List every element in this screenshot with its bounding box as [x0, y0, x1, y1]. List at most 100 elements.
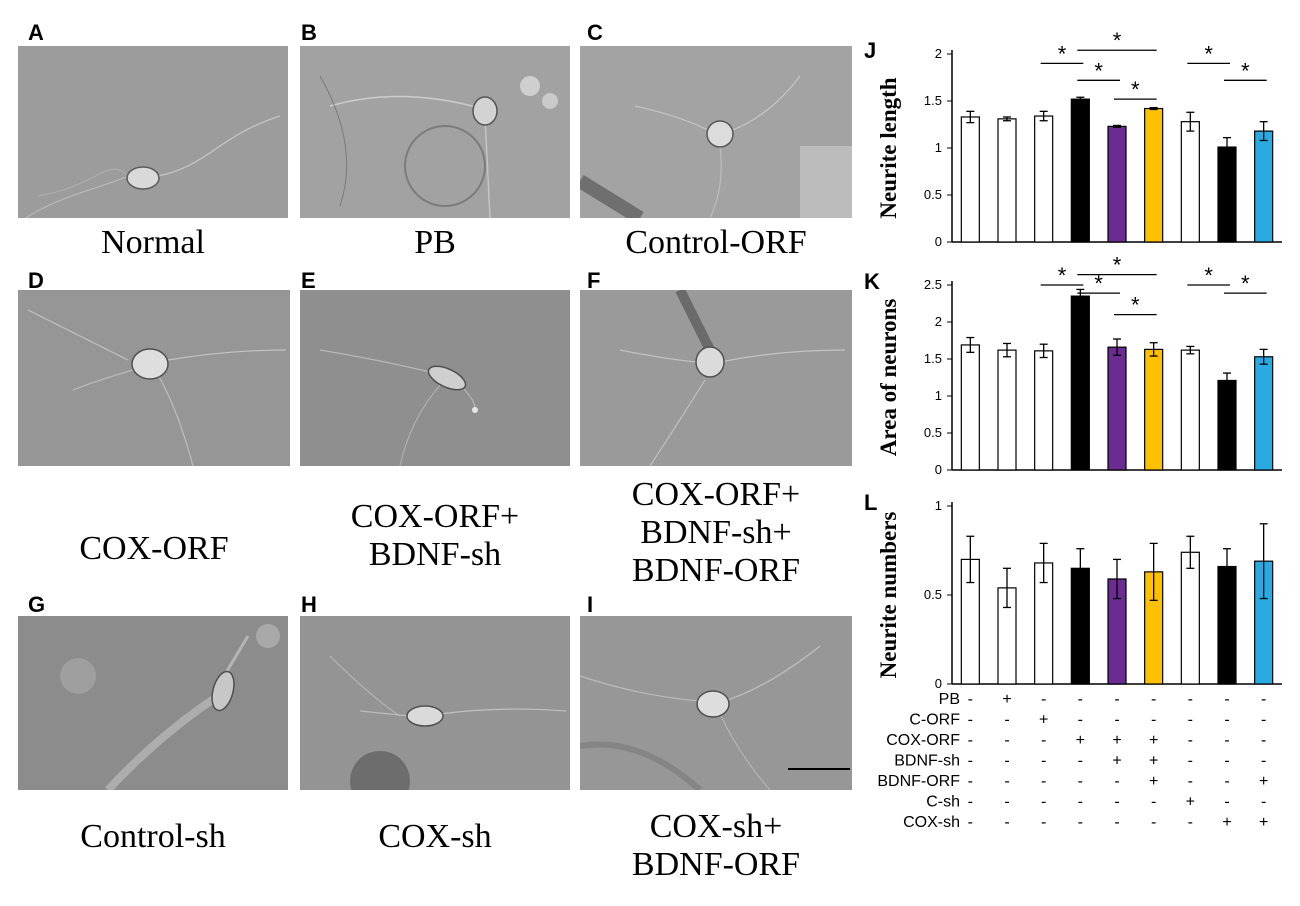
treatment-mark-0-3: -: [1078, 691, 1083, 708]
micrograph-d: [18, 290, 290, 466]
chart-j-bar-2: [1034, 115, 1054, 243]
chart-j-sig-star-4: *: [1204, 41, 1213, 66]
treatment-mark-0-4: -: [1114, 691, 1119, 708]
chart-k-bar-4: [1107, 346, 1127, 471]
treatment-mark-0-7: -: [1224, 691, 1229, 708]
chart-j-ytick-label-2: 1: [935, 140, 942, 155]
treatment-mark-4-4: -: [1114, 773, 1119, 790]
chart-l-panel-letter: L: [864, 490, 877, 515]
caption-e: COX-ORF+ BDNF-sh: [350, 498, 520, 573]
chart-k-panel-letter: K: [864, 269, 880, 294]
treatment-mark-5-0: -: [968, 794, 973, 811]
treatment-mark-4-1: -: [1004, 773, 1009, 790]
chart-k-bar-6: [1180, 349, 1200, 471]
chart-k-bar-7: [1217, 379, 1237, 471]
chart-j-bar-5: [1144, 107, 1164, 243]
treatment-mark-5-6: +: [1186, 794, 1195, 811]
treatment-mark-5-4: -: [1114, 794, 1119, 811]
chart-k-sig-star-5: *: [1241, 271, 1250, 296]
treatment-mark-2-1: -: [1004, 732, 1009, 749]
treatment-mark-2-2: -: [1041, 732, 1046, 749]
micrograph-e: [300, 290, 570, 466]
treatment-mark-6-1: -: [1004, 814, 1009, 831]
treatment-mark-1-2: +: [1039, 712, 1048, 729]
panel-letter-b: B: [301, 20, 317, 45]
treatment-mark-2-8: -: [1261, 732, 1266, 749]
treatment-mark-2-6: -: [1188, 732, 1193, 749]
treatment-mark-4-3: -: [1078, 773, 1083, 790]
chart-k-bar-8: [1254, 356, 1274, 471]
caption-h: COX-sh: [378, 818, 492, 855]
chart-j-ylabel: Neurite length: [876, 77, 901, 218]
treatment-mark-6-4: -: [1114, 814, 1119, 831]
treatment-mark-3-0: -: [968, 753, 973, 770]
treatment-mark-5-7: -: [1224, 794, 1229, 811]
chart-k-sig-star-3: *: [1131, 293, 1140, 318]
treatment-mark-4-0: -: [968, 773, 973, 790]
panel-letter-a: A: [28, 20, 44, 45]
treatment-mark-5-1: -: [1004, 794, 1009, 811]
treatment-mark-4-5: +: [1149, 773, 1158, 790]
treatment-mark-6-7: +: [1222, 814, 1231, 831]
treatment-mark-3-6: -: [1188, 753, 1193, 770]
treatment-mark-4-2: -: [1041, 773, 1046, 790]
treatment-mark-3-7: -: [1224, 753, 1229, 770]
chart-k-bar-2: [1034, 350, 1054, 471]
chart-j-sig-star-5: *: [1241, 58, 1250, 83]
chart-j-bar-6: [1180, 121, 1200, 243]
treatment-mark-2-4: +: [1112, 732, 1121, 749]
treatment-mark-0-0: -: [968, 691, 973, 708]
chart-j-bar-0: [960, 116, 980, 243]
chart-j-ytick-label-1: 0.5: [924, 187, 942, 202]
micrograph-h: [300, 616, 570, 790]
chart-j-ytick-label-0: 0: [935, 234, 942, 249]
treatment-mark-1-0: -: [968, 712, 973, 729]
scale-bar: [788, 768, 850, 770]
chart-k-bar-5: [1144, 348, 1164, 471]
treatment-row-label-6: COX-sh: [903, 814, 960, 831]
chart-j-sig-star-0: *: [1058, 41, 1067, 66]
treatment-mark-3-1: -: [1004, 753, 1009, 770]
treatment-row-label-5: C-sh: [926, 794, 960, 811]
caption-i: COX-sh+ BDNF-ORF: [631, 808, 801, 883]
caption-f: COX-ORF+ BDNF-sh+ BDNF-ORF: [631, 476, 801, 589]
treatment-mark-0-8: -: [1261, 691, 1266, 708]
chart-j-ytick-label-3: 1.5: [924, 93, 942, 108]
treatment-mark-0-5: -: [1151, 691, 1156, 708]
chart-k-sig-star-4: *: [1204, 263, 1213, 288]
chart-k-sig-star-2: *: [1094, 271, 1103, 296]
treatment-mark-1-5: -: [1151, 712, 1156, 729]
treatment-mark-6-2: -: [1041, 814, 1046, 831]
treatment-mark-3-4: +: [1112, 753, 1121, 770]
treatment-mark-1-4: -: [1114, 712, 1119, 729]
micrograph-f: [580, 290, 852, 466]
treatment-mark-3-8: -: [1261, 753, 1266, 770]
treatment-mark-5-8: -: [1261, 794, 1266, 811]
chart-k-bar-0: [960, 344, 980, 471]
micrograph-b: [300, 46, 570, 218]
chart-l-ytick-label-2: 1: [935, 498, 942, 513]
chart-j-bar-8: [1254, 130, 1274, 243]
chart-k-ylabel: Area of neurons: [876, 299, 901, 457]
treatment-mark-6-3: -: [1078, 814, 1083, 831]
treatment-mark-5-2: -: [1041, 794, 1046, 811]
treatment-row-label-0: PB: [939, 691, 960, 708]
chart-k-ytick-label-4: 2: [935, 314, 942, 329]
caption-b: PB: [414, 224, 456, 261]
chart-k-ytick-label-0: 0: [935, 462, 942, 477]
chart-j-bar-3: [1070, 98, 1090, 243]
chart-j-bar-7: [1217, 146, 1237, 243]
chart-j-bar-1: [997, 118, 1017, 243]
chart-l-ytick-label-0: 0: [935, 676, 942, 691]
treatment-mark-2-7: -: [1224, 732, 1229, 749]
treatment-mark-1-6: -: [1188, 712, 1193, 729]
treatment-row-label-2: COX-ORF: [886, 732, 960, 749]
chart-k-ytick-label-3: 1.5: [924, 351, 942, 366]
chart-k-ytick-label-5: 2.5: [924, 277, 942, 292]
chart-l-ytick-label-1: 0.5: [924, 587, 942, 602]
panel-letter-g: G: [28, 592, 46, 617]
treatment-mark-6-8: +: [1259, 814, 1268, 831]
panel-letter-h: H: [301, 592, 317, 617]
panel-letter-i: I: [587, 592, 594, 617]
